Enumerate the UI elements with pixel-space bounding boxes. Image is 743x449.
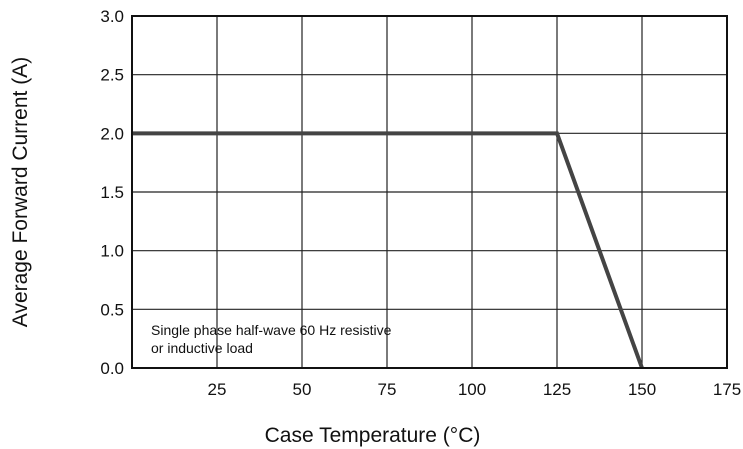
- x-tick-label: 100: [458, 380, 486, 399]
- y-tick-label: 1.0: [100, 242, 124, 261]
- x-tick-labels: 25 50 75 100 125 150 175: [208, 380, 742, 399]
- y-tick-label: 0.0: [100, 359, 124, 378]
- x-tick-label: 175: [713, 380, 741, 399]
- y-axis-title: Average Forward Current (A): [9, 57, 32, 327]
- series-layer: [132, 131, 644, 369]
- x-tick-label: 150: [628, 380, 656, 399]
- x-axis-title: Case Temperature (°C): [265, 424, 481, 447]
- annotation-line-1: Single phase half-wave 60 Hz resistive: [151, 322, 392, 338]
- y-tick-label: 3.0: [100, 7, 124, 26]
- x-tick-label: 50: [293, 380, 312, 399]
- x-tick-label: 75: [378, 380, 397, 399]
- x-tick-label: 25: [208, 380, 227, 399]
- y-tick-label: 2.0: [100, 124, 124, 143]
- x-tick-label: 125: [543, 380, 571, 399]
- annotation-line-2: or inductive load: [151, 340, 253, 356]
- y-tick-labels: 0.0 0.5 1.0 1.5 2.0 2.5 3.0: [100, 7, 124, 378]
- y-tick-label: 1.5: [100, 183, 124, 202]
- series-line: [132, 131, 644, 369]
- grid-lines: [132, 16, 727, 368]
- plot-frame: [131, 15, 728, 369]
- y-tick-label: 2.5: [100, 66, 124, 85]
- y-tick-label: 0.5: [100, 300, 124, 319]
